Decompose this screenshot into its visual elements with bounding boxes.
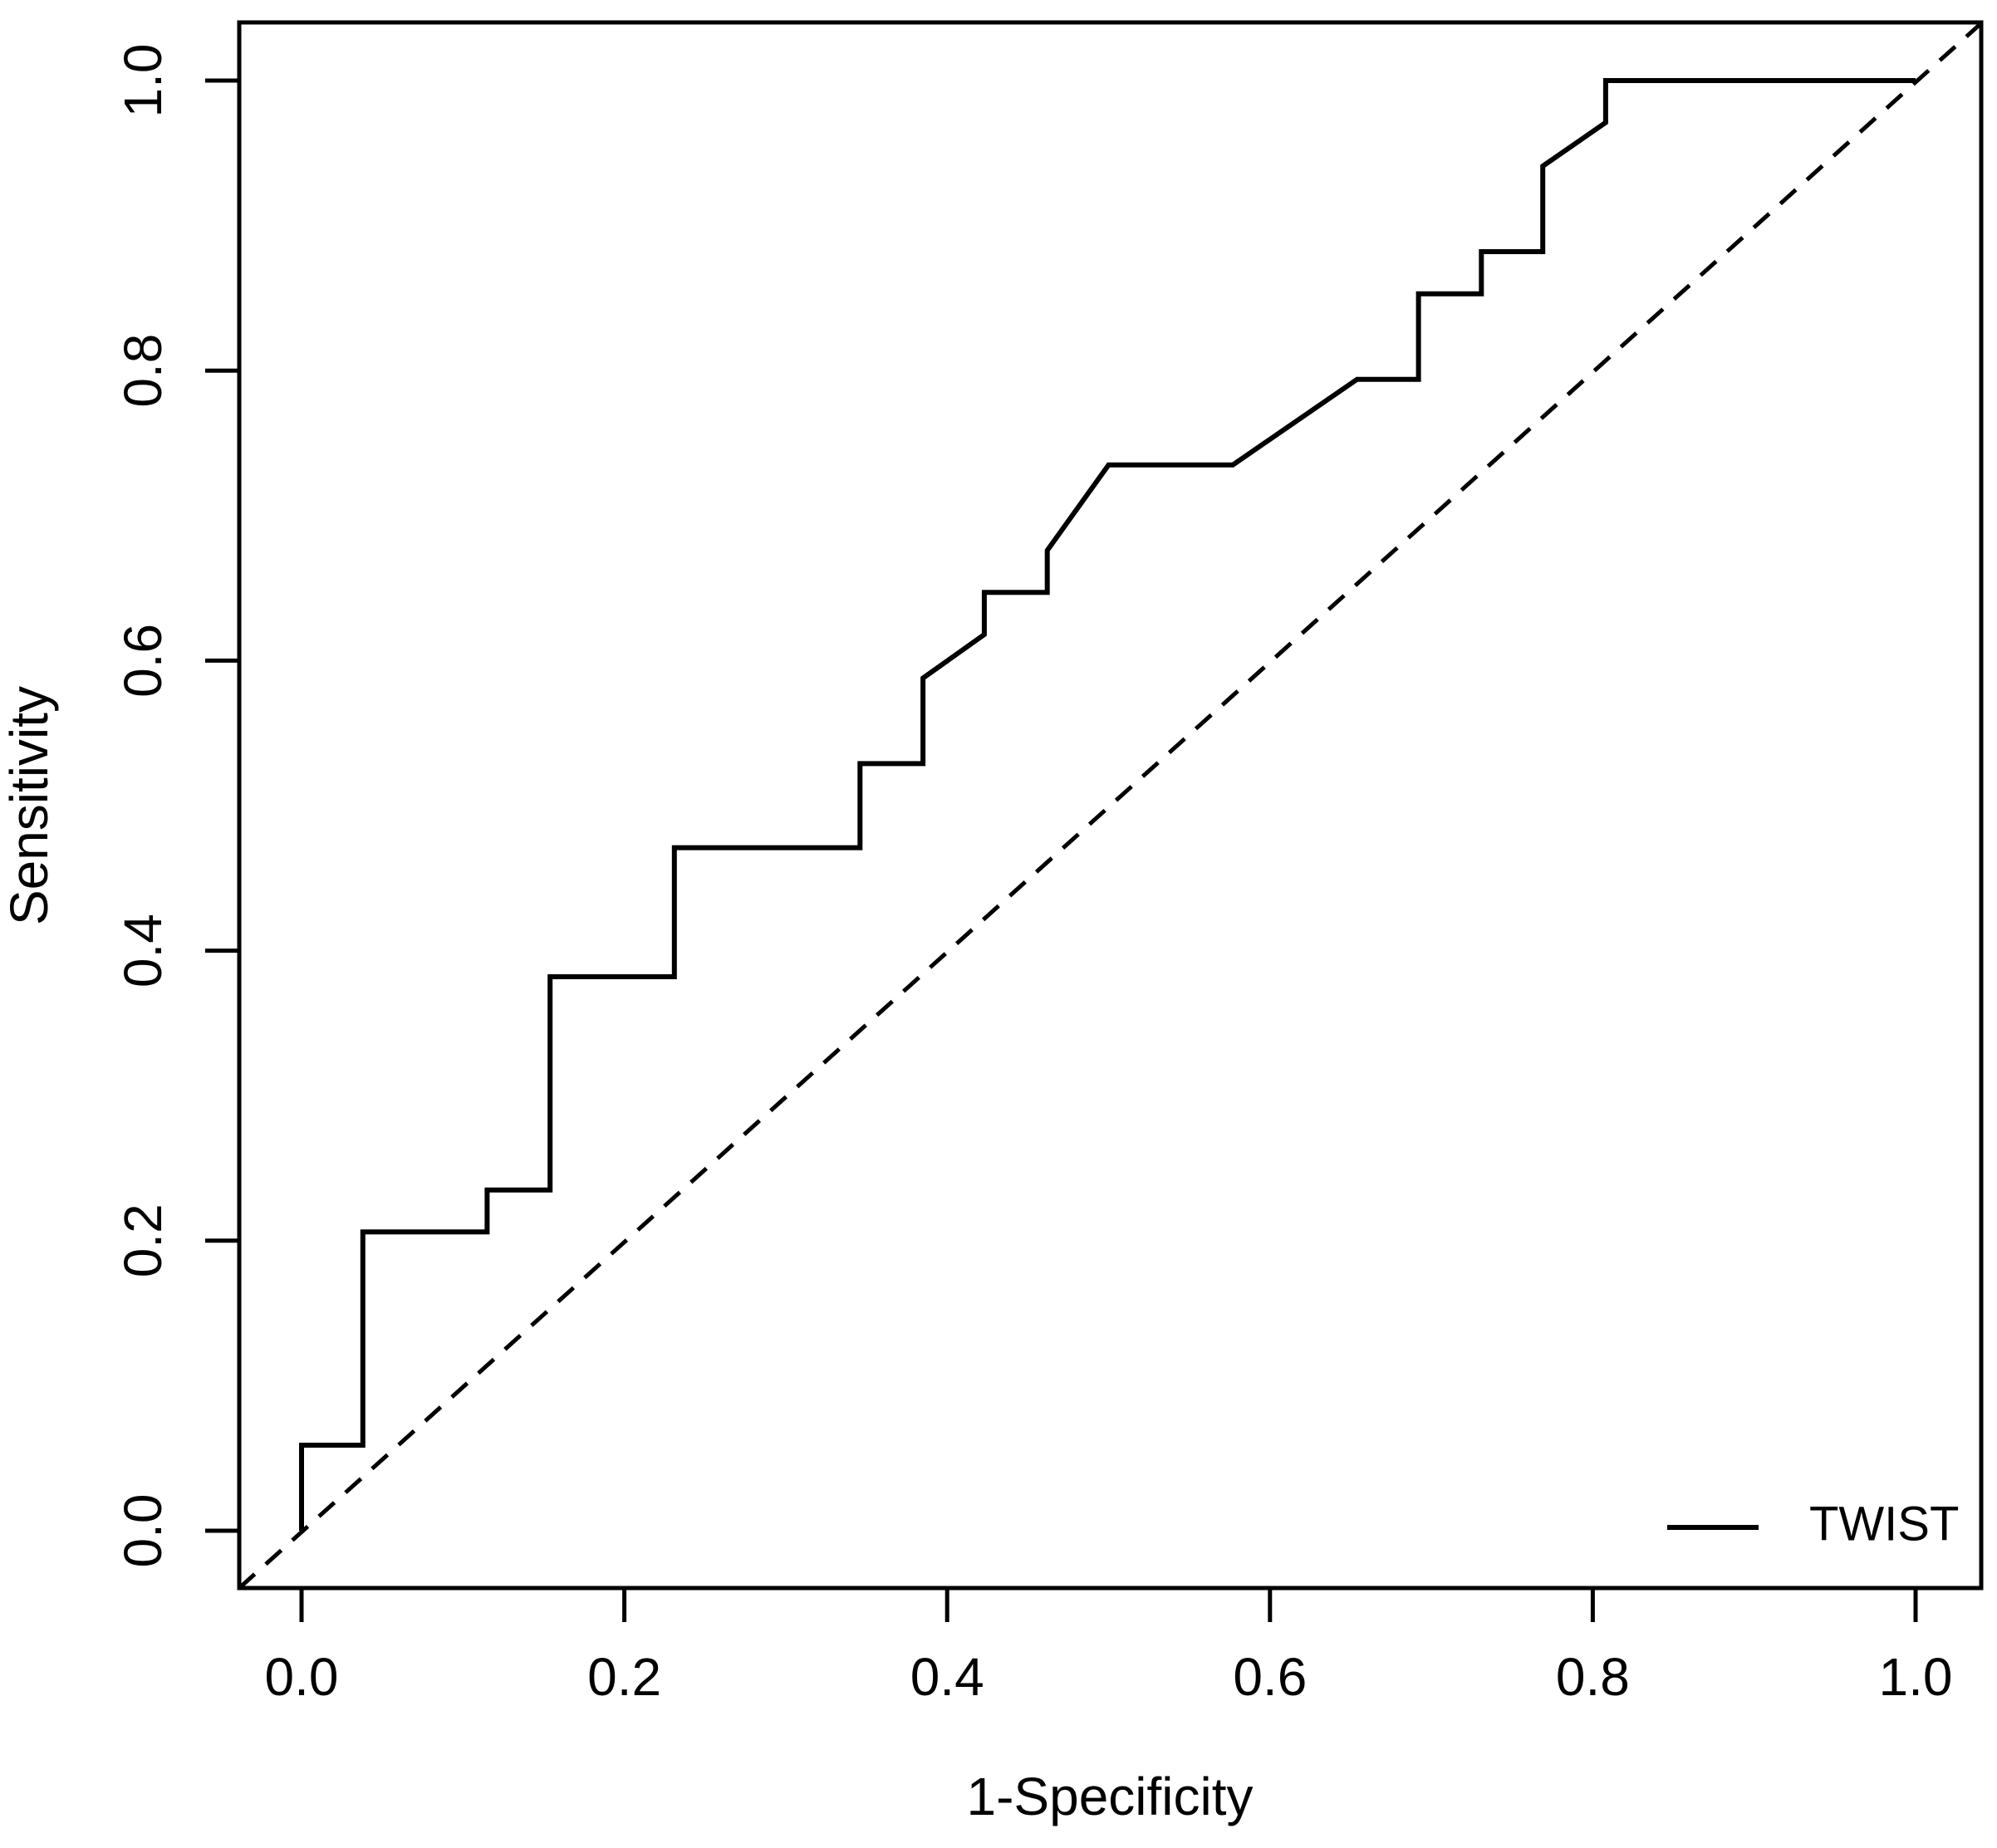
- chance-diagonal-line: [238, 22, 1983, 1590]
- x-tick-label: 0.4: [910, 1647, 984, 1707]
- x-tick-label: 0.8: [1556, 1647, 1630, 1707]
- x-tick-label: 1.0: [1879, 1647, 1953, 1707]
- legend-entry-label: TWIST: [1809, 1497, 1959, 1551]
- x-tick-label: 0.0: [265, 1647, 339, 1707]
- y-tick-label: 0.8: [113, 334, 173, 408]
- x-tick-label: 0.2: [587, 1647, 661, 1707]
- y-axis-title: Sensitivity: [0, 686, 59, 925]
- y-axis-ticks: 0.0 0.2 0.4 0.6 0.8 1.0: [113, 44, 239, 1568]
- plot-border-box: [237, 20, 1984, 1591]
- y-tick-label: 0.6: [113, 624, 173, 698]
- y-tick-label: 0.4: [113, 914, 173, 988]
- y-tick-label: 1.0: [113, 44, 173, 118]
- y-tick-label: 0.2: [113, 1203, 173, 1277]
- x-axis-ticks: 0.0 0.2 0.4 0.6 0.8 1.0: [265, 1588, 1953, 1707]
- x-tick-label: 0.6: [1233, 1647, 1307, 1707]
- roc-curve-twist: [299, 78, 1916, 1531]
- legend: TWIST: [1667, 1497, 1959, 1551]
- x-axis-title: 1-Specificity: [967, 1767, 1254, 1826]
- y-tick-label: 0.0: [113, 1494, 173, 1568]
